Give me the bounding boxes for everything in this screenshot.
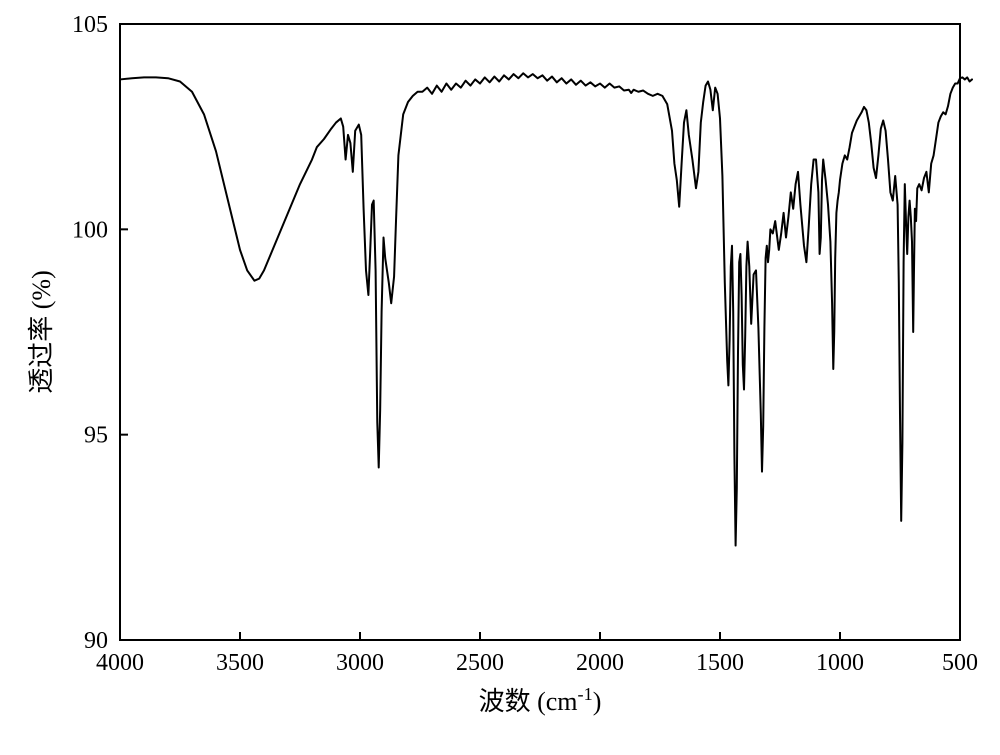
x-tick-label: 2500 [456, 650, 504, 676]
ir-spectrum-chart: 4000350030002500200015001000500909510010… [0, 0, 1000, 755]
x-tick-label: 1000 [816, 650, 864, 676]
y-tick-label: 105 [72, 12, 108, 38]
x-tick-label: 3500 [216, 650, 264, 676]
y-tick-label: 100 [72, 217, 108, 243]
y-tick-label: 90 [84, 628, 108, 654]
x-tick-label: 500 [942, 650, 978, 676]
y-tick-label: 95 [84, 423, 108, 449]
x-tick-label: 1500 [696, 650, 744, 676]
x-tick-label: 3000 [336, 650, 384, 676]
y-axis-label: 透过率 (%) [27, 270, 56, 393]
x-tick-label: 2000 [576, 650, 624, 676]
